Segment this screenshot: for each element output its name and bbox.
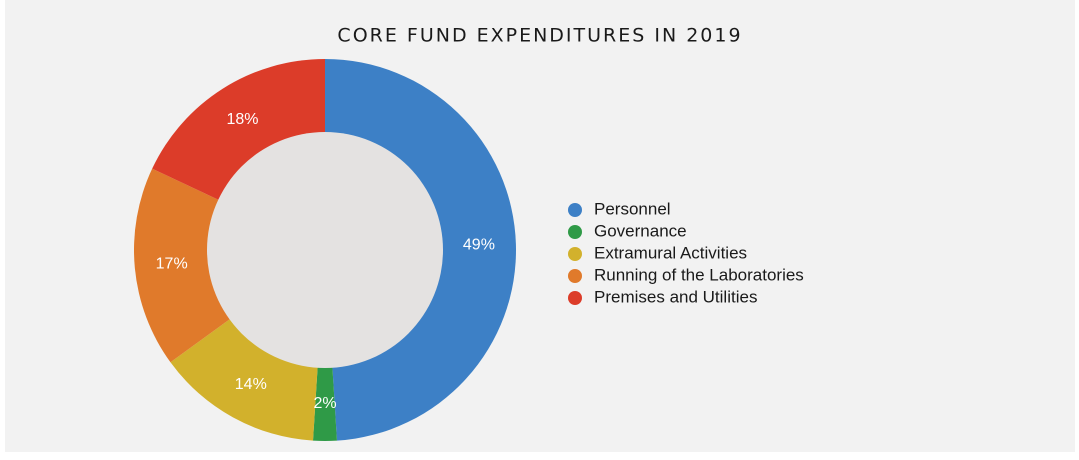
legend-swatch (568, 203, 582, 217)
legend-swatch (568, 247, 582, 261)
legend-swatch (568, 225, 582, 239)
donut-hole (207, 132, 443, 368)
legend-label: Personnel (594, 199, 671, 218)
value-label: 18% (226, 111, 258, 128)
legend-label: Running of the Laboratories (594, 265, 804, 284)
value-label: 49% (463, 236, 495, 253)
legend-label: Governance (594, 221, 687, 240)
value-label: 17% (156, 256, 188, 273)
legend-swatch (568, 291, 582, 305)
legend-label: Premises and Utilities (594, 287, 757, 306)
chart-title: CORE FUND EXPENDITURES IN 2019 (337, 25, 742, 47)
legend-label: Extramural Activities (594, 243, 747, 262)
value-label: 2% (313, 395, 336, 412)
value-label: 14% (235, 376, 267, 393)
legend-swatch (568, 269, 582, 283)
